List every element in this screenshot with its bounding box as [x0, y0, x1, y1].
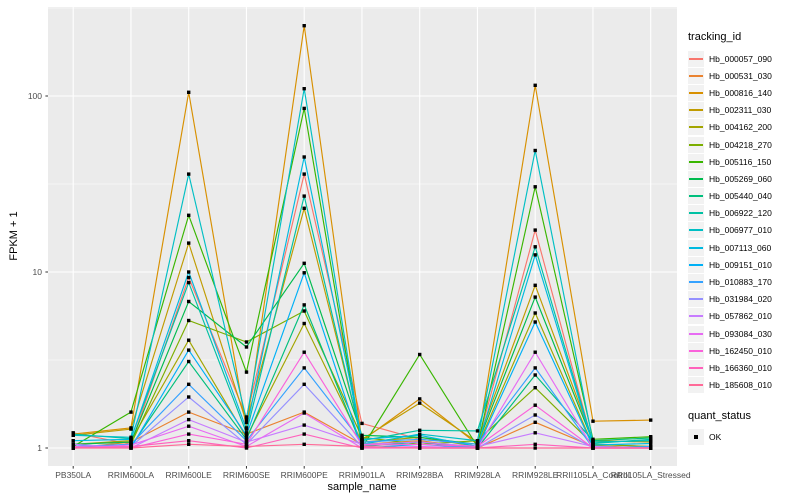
x-tick-labels: PB350LA RRIM600LA RRIM600LE RRIM600SE RRIM60… [55, 470, 691, 480]
legend-item-label: Hb_093084_030 [709, 328, 772, 339]
y-tick-label: 10 [33, 267, 43, 277]
legend-key-line-icon [688, 239, 704, 256]
x-tick-label: RRIM600LE [166, 470, 213, 480]
legend-item-label: Hb_002311_030 [709, 105, 772, 116]
legend-items: Hb_000057_090 Hb_000531_030 Hb_000816_140 H… [688, 50, 798, 394]
legend-key-line-icon [688, 308, 704, 325]
y-tick-labels: 1 10 100 [28, 91, 42, 453]
data-points [71, 24, 653, 450]
legend-item-label: Hb_166360_010 [709, 362, 772, 373]
x-tick-label: RRIM901LA [339, 470, 386, 480]
legend-key-line-icon [688, 256, 704, 273]
legend-key-line-icon [688, 50, 704, 67]
legend-item-label: Hb_162450_010 [709, 345, 772, 356]
legend-item-Hb_185608_010: Hb_185608_010 [688, 377, 798, 394]
y-tick-label: 100 [28, 91, 42, 101]
legend-key-line-icon [688, 342, 704, 359]
legend-item-label: Hb_185608_010 [709, 380, 772, 391]
legend-item-Hb_166360_010: Hb_166360_010 [688, 359, 798, 376]
legend-key-line-icon [688, 136, 704, 153]
legend-item-Hb_005116_150: Hb_005116_150 [688, 153, 798, 170]
legend-item-label: Hb_005269_060 [709, 173, 772, 184]
x-tick-label: RRIM600PE [281, 470, 329, 480]
legend-key-line-icon [688, 274, 704, 291]
legend-item-label: Hb_009151_010 [709, 259, 772, 270]
legend-key-line-icon [688, 222, 704, 239]
legend-item-label: Hb_010883_170 [709, 277, 772, 288]
legend-title-tracking-id: tracking_id [688, 31, 742, 43]
legend-item-label: Hb_057862_010 [709, 311, 772, 322]
y-axis-title: FPKM + 1 [8, 211, 20, 261]
x-tick-label: RRII105LA_Control [556, 470, 630, 480]
legend-key-line-icon [688, 359, 704, 376]
legend-item-Hb_005269_060: Hb_005269_060 [688, 170, 798, 187]
y-tick-label: 1 [37, 443, 42, 453]
legend-item-label: Hb_006977_010 [709, 225, 772, 236]
legend-item-label: Hb_006922_120 [709, 208, 772, 219]
legend-item-label: Hb_031984_020 [709, 294, 772, 305]
legend-item-Hb_004162_200: Hb_004162_200 [688, 119, 798, 136]
legend-key-line-icon [688, 188, 704, 205]
legend-key-line-icon [688, 377, 704, 394]
quant-status-legend: quant_status OK [688, 410, 798, 446]
legend-item-Hb_093084_030: Hb_093084_030 [688, 325, 798, 342]
legend-key-line-icon [688, 291, 704, 308]
legend-item-Hb_010883_170: Hb_010883_170 [688, 273, 798, 291]
x-tick-label: RRIM928LA [454, 470, 501, 480]
legend-item-Hb_006922_120: Hb_006922_120 [688, 205, 798, 222]
legend-item-label: Hb_000531_030 [709, 70, 772, 81]
legend-item-ok: OK [688, 429, 798, 446]
legend-item-Hb_162450_010: Hb_162450_010 [688, 342, 798, 359]
ok-point-key-icon [688, 429, 704, 446]
x-tick-label: RRIM600LA [108, 470, 155, 480]
x-tick-label: RRIM600SE [223, 470, 271, 480]
ok-label: OK [709, 432, 722, 443]
legend-item-Hb_006977_010: Hb_006977_010 [688, 222, 798, 239]
legend-item-label: Hb_000057_090 [709, 53, 772, 64]
legend-item-label: Hb_004218_270 [709, 139, 772, 150]
x-tick-label: RRII105LA_Stressed [611, 470, 691, 480]
x-axis-title: sample_name [327, 481, 397, 493]
legend: tracking_id Hb_000057_090 Hb_000531_030 Hb… [688, 31, 798, 446]
legend-key-line-icon [688, 153, 704, 170]
legend-key-line-icon [688, 205, 704, 222]
legend-item-Hb_004218_270: Hb_004218_270 [688, 136, 798, 153]
legend-item-Hb_000057_090: Hb_000057_090 [688, 50, 798, 67]
legend-item-label: Hb_005116_150 [709, 156, 772, 167]
legend-item-label: Hb_004162_200 [709, 122, 772, 133]
legend-key-line-icon [688, 67, 704, 84]
gridlines [48, 7, 677, 466]
legend-key-line-icon [688, 325, 704, 342]
x-tick-label: PB350LA [55, 470, 91, 480]
legend-item-Hb_057862_010: Hb_057862_010 [688, 308, 798, 325]
legend-key-line-icon [688, 119, 704, 136]
legend-item-Hb_000531_030: Hb_000531_030 [688, 67, 798, 84]
legend-item-Hb_002311_030: Hb_002311_030 [688, 102, 798, 119]
x-tick-label: RRIM928BA [396, 470, 444, 480]
x-tick-label: RRIM928LE [512, 470, 559, 480]
legend-item-Hb_031984_020: Hb_031984_020 [688, 291, 798, 308]
legend-key-line-icon [688, 170, 704, 187]
legend-item-Hb_007113_060: Hb_007113_060 [688, 239, 798, 256]
legend-key-line-icon [688, 84, 704, 101]
legend-item-label: Hb_007113_060 [709, 242, 772, 253]
axis-ticks [45, 95, 652, 469]
legend-key-line-icon [688, 102, 704, 119]
legend-item-label: Hb_005440_040 [709, 191, 772, 202]
legend-item-Hb_009151_010: Hb_009151_010 [688, 256, 798, 273]
legend-item-Hb_005440_040: Hb_005440_040 [688, 188, 798, 205]
legend-item-Hb_000816_140: Hb_000816_140 [688, 84, 798, 101]
legend-item-label: Hb_000816_140 [709, 87, 772, 98]
legend-title-quant-status: quant_status [688, 409, 751, 422]
